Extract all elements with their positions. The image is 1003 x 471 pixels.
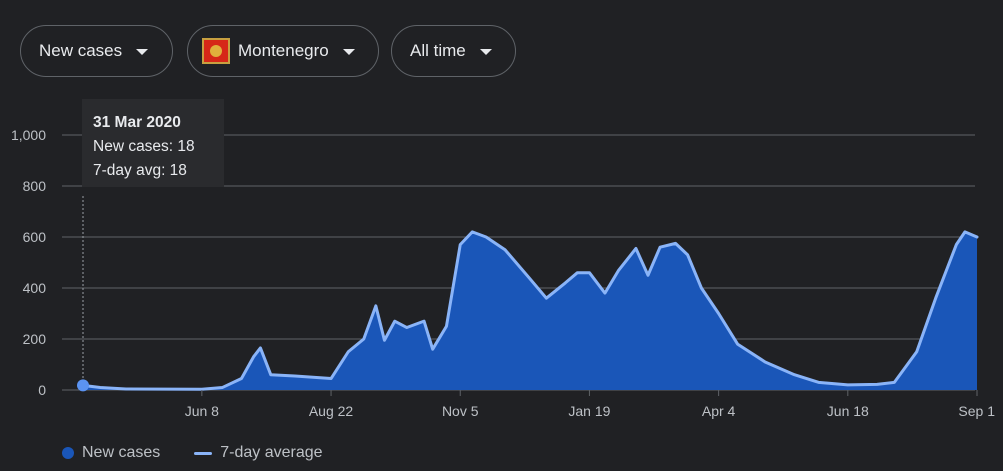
x-tick-label: Aug 22 [309, 403, 354, 419]
range-label: All time [410, 41, 466, 60]
tooltip-new-cases: New cases: 18 [93, 138, 195, 155]
caret-down-icon [479, 49, 492, 55]
country-dropdown[interactable]: Montenegro [187, 25, 379, 77]
tooltip-date: 31 Mar 2020 [93, 114, 181, 131]
range-dropdown[interactable]: All time [391, 25, 516, 77]
x-tick-label: Jun 18 [827, 403, 869, 419]
y-tick-label: 200 [23, 331, 47, 347]
tooltip-avg: 7-day avg: 18 [93, 162, 187, 179]
caret-down-icon [136, 49, 149, 55]
legend-avg-label: 7-day average [220, 444, 323, 461]
legend-new-cases-label: New cases [82, 444, 161, 461]
y-tick-label: 1,000 [11, 127, 46, 143]
seven-day-average-line [81, 230, 979, 391]
y-tick-label: 400 [23, 280, 47, 296]
chart-tooltip: 31 Mar 2020 New cases: 18 7-day avg: 18 [82, 99, 224, 187]
caret-down-icon [342, 49, 355, 55]
chart-legend: New cases 7-day average [62, 444, 323, 462]
y-tick-label: 0 [38, 382, 46, 398]
y-tick-label: 600 [23, 229, 47, 245]
montenegro-flag-icon [202, 38, 230, 64]
x-tick-label: Jun 8 [185, 403, 219, 419]
new-cases-area [83, 231, 977, 390]
legend-new-cases-swatch [62, 447, 74, 459]
x-tick-label: Apr 4 [702, 403, 736, 419]
x-tick-label: Sep 1 [958, 403, 995, 419]
y-tick-label: 800 [23, 178, 47, 194]
metric-label: New cases [39, 41, 123, 60]
country-label: Montenegro [238, 41, 329, 60]
x-tick-label: Nov 5 [442, 403, 479, 419]
legend-avg-swatch [194, 451, 213, 455]
metric-dropdown[interactable]: New cases [20, 25, 173, 77]
cases-chart[interactable]: 0 200 400 600 800 1,000 Jun 8 Aug 22 Nov 5 Jan 19… [0, 95, 1003, 440]
hover-point-marker [77, 379, 89, 392]
x-tick-label: Jan 19 [568, 403, 610, 419]
